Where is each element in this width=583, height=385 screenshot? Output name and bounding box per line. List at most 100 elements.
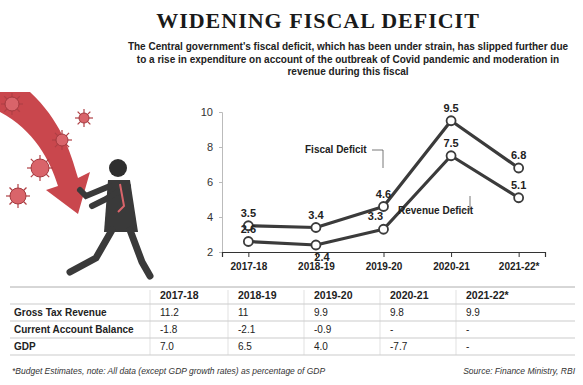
x-tick-mark	[248, 252, 249, 257]
virus-body	[5, 97, 19, 111]
table-row-label: Gross Tax Revenue	[14, 307, 107, 318]
x-axis-line	[223, 253, 546, 258]
table-header: 2017-18	[160, 289, 199, 301]
series-marker	[311, 223, 320, 232]
data-label: 7.5	[443, 137, 458, 149]
table-cell: -7.7	[390, 341, 408, 352]
table-rule	[10, 321, 575, 322]
table-header: 2019-20	[314, 289, 353, 301]
y-tick-mark	[219, 182, 222, 183]
x-tick-label: 2020-21	[433, 261, 470, 272]
chart-root: WIDENING FISCAL DEFICITThe Central gover…	[0, 0, 583, 385]
man-tie	[118, 184, 124, 212]
footnote: *Budget Estimates, note: All data (excep…	[12, 366, 325, 376]
table-cell: -	[390, 324, 393, 335]
virus	[6, 184, 30, 208]
x-axis: 2017-182018-192019-202020-212021-22*	[223, 252, 546, 272]
data-label: 9.5	[443, 102, 458, 114]
series-line	[248, 156, 518, 245]
table-col-rule	[150, 290, 151, 355]
data-label: 3.4	[308, 209, 324, 221]
table-col-rule	[456, 290, 457, 355]
series-marker	[447, 151, 456, 160]
table-rule	[10, 304, 575, 305]
series-names: Fiscal Deficit Revenue Deficit	[305, 144, 474, 216]
table-cell: -	[466, 324, 469, 335]
illustration	[0, 92, 150, 276]
table-cell: 6.5	[238, 341, 252, 352]
table-header: 2020-21	[390, 289, 429, 301]
table-col-rule	[304, 290, 305, 355]
x-tick: 2021-22*	[499, 252, 540, 272]
series-marker	[447, 116, 456, 125]
table-cell: 9.9	[466, 307, 480, 318]
table-cell: -2.1	[238, 324, 256, 335]
series-name: Fiscal Deficit	[305, 144, 367, 155]
data-table: 2017-18 2018-19 2019-20 2020-21 2021-22* Gros…	[10, 287, 575, 355]
table-header: 2021-22*	[466, 289, 510, 301]
x-tick-mark	[519, 252, 520, 257]
leader-line	[462, 196, 470, 210]
virus	[1, 93, 23, 115]
man-figure	[70, 159, 150, 276]
table-row-label: GDP	[14, 341, 36, 352]
y-tick: 6	[207, 176, 222, 188]
table-row-label: Current Account Balance	[14, 324, 134, 335]
x-tick: 2017-18	[231, 252, 268, 272]
data-label: 3.5	[241, 207, 256, 219]
x-tick-label: 2017-18	[231, 261, 268, 272]
data-label: 2.4	[314, 251, 330, 263]
y-tick-label: 6	[207, 176, 213, 188]
table-rule	[10, 355, 575, 356]
data-label: 6.8	[511, 149, 526, 161]
y-tick-mark	[219, 147, 222, 148]
table-rule	[10, 338, 575, 339]
virus-body	[79, 113, 89, 123]
y-axis: 2 4 6 8 10	[201, 106, 223, 258]
virus	[75, 109, 93, 127]
x-tick: 2019-20	[366, 252, 403, 272]
virus-body	[10, 188, 26, 204]
table-cell: -0.9	[314, 324, 332, 335]
leader-line	[372, 150, 383, 168]
virus	[52, 130, 72, 150]
x-tick-label: 2021-22*	[499, 261, 540, 272]
table-cell: 11	[238, 307, 249, 318]
table-cell: 9.9	[314, 307, 328, 318]
series-name: Revenue Deficit	[398, 205, 474, 216]
y-tick-mark	[219, 112, 222, 113]
y-tick-mark	[219, 252, 222, 253]
table-col-rule	[228, 290, 229, 355]
y-tick: 2	[207, 246, 222, 258]
virus-body	[31, 159, 49, 177]
x-tick-label: 2019-20	[366, 261, 403, 272]
virus-body	[56, 134, 68, 146]
man-head	[109, 159, 127, 177]
title: WIDENING FISCAL DEFICIT	[156, 8, 480, 33]
table-header: 2018-19	[238, 289, 277, 301]
y-axis-line	[219, 113, 223, 253]
y-tick-label: 10	[201, 106, 213, 118]
x-tick-mark	[384, 252, 385, 257]
table-cell: -1.8	[160, 324, 178, 335]
data-label: 4.6	[376, 188, 391, 200]
series-marker	[311, 241, 320, 250]
source: Source: Finance Ministry, RBI	[463, 366, 575, 376]
x-tick-mark	[451, 252, 452, 257]
table-cell: 9.8	[390, 307, 404, 318]
falling-arrow	[0, 92, 90, 214]
series-marker	[514, 193, 523, 202]
y-tick-label: 2	[207, 246, 213, 258]
table-cell: 4.0	[314, 341, 328, 352]
y-tick: 4	[207, 211, 222, 223]
table-rule	[10, 287, 575, 288]
series-marker	[514, 164, 523, 173]
table-cell: 7.0	[160, 341, 174, 352]
x-tick: 2020-21	[433, 252, 470, 272]
data-label: 2.6	[241, 223, 256, 235]
man-leg	[130, 230, 150, 276]
table-cell: -	[466, 341, 469, 352]
virus	[27, 155, 53, 181]
y-tick: 8	[207, 141, 222, 153]
table-cell: 11.2	[160, 307, 179, 318]
